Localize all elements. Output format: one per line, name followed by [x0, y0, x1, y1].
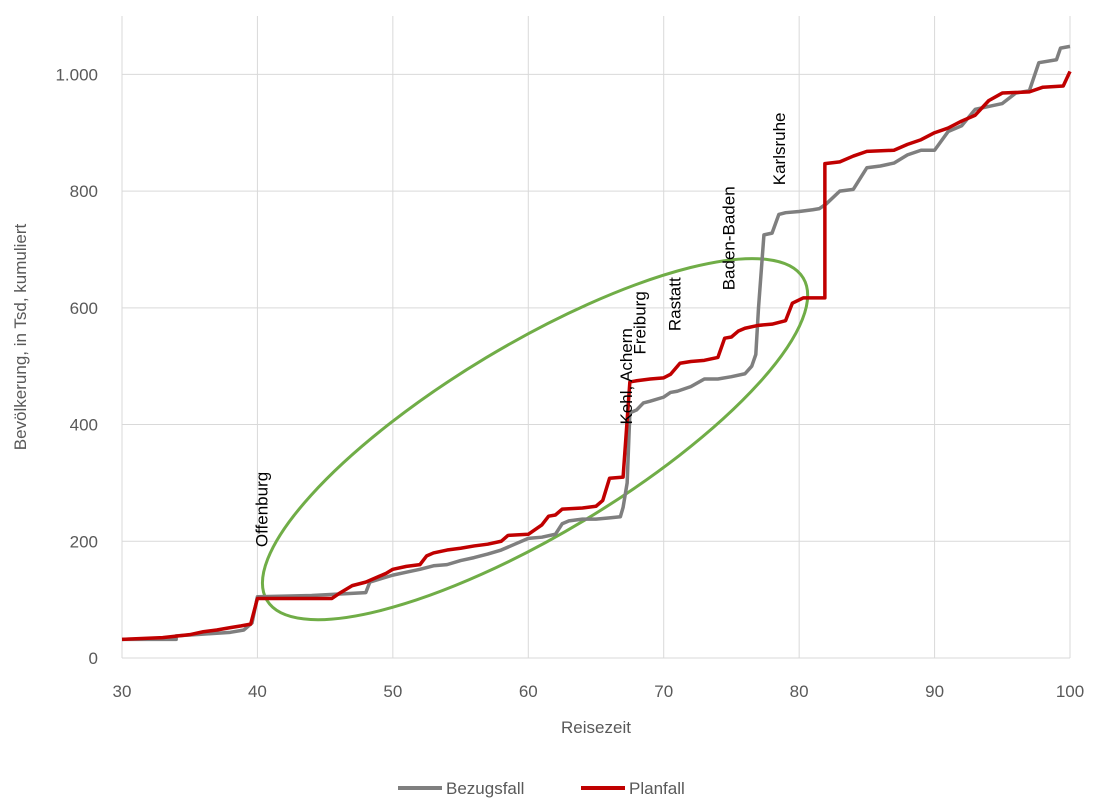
annotation-label: Rastatt [666, 277, 685, 331]
y-tick-labels: 0 200 400 600 800 1.000 [55, 65, 98, 668]
x-tick-label: 60 [519, 682, 538, 701]
series-line-bezugsfall [122, 44, 1071, 642]
y-axis-title: Bevölkerung, in Tsd, kumuliert [11, 223, 30, 450]
annotation-label: Baden-Baden [720, 186, 739, 290]
legend-label: Bezugsfall [446, 779, 524, 798]
annotation-label: Kehl, Achern [617, 328, 636, 424]
series-line-planfall [121, 70, 1072, 642]
x-tick-label: 80 [790, 682, 809, 701]
x-tick-label: 100 [1056, 682, 1084, 701]
x-tick-label: 50 [383, 682, 402, 701]
annotation-label: Offenburg [252, 472, 271, 547]
x-tick-label: 70 [654, 682, 673, 701]
y-tick-label: 200 [70, 532, 98, 551]
y-tick-label: 800 [70, 182, 98, 201]
grid [121, 16, 1071, 659]
annotation-label: Karlsruhe [770, 112, 789, 185]
y-tick-label: 600 [70, 299, 98, 318]
x-tick-label: 90 [925, 682, 944, 701]
y-tick-label: 1.000 [55, 65, 98, 84]
x-tick-label: 30 [113, 682, 132, 701]
annotation-label: Freiburg [630, 291, 649, 354]
x-axis-title: Reisezeit [561, 718, 631, 737]
y-tick-label: 400 [70, 416, 98, 435]
y-tick-label: 0 [89, 649, 98, 668]
legend-label: Planfall [629, 779, 685, 798]
x-tick-labels: 30 40 50 60 70 80 90 100 [113, 682, 1085, 701]
series-layer [121, 44, 1072, 642]
highlight-ellipse-layer [260, 257, 810, 622]
legend: Bezugsfall Planfall [398, 779, 685, 798]
highlight-ellipse [260, 257, 810, 622]
x-tick-label: 40 [248, 682, 267, 701]
